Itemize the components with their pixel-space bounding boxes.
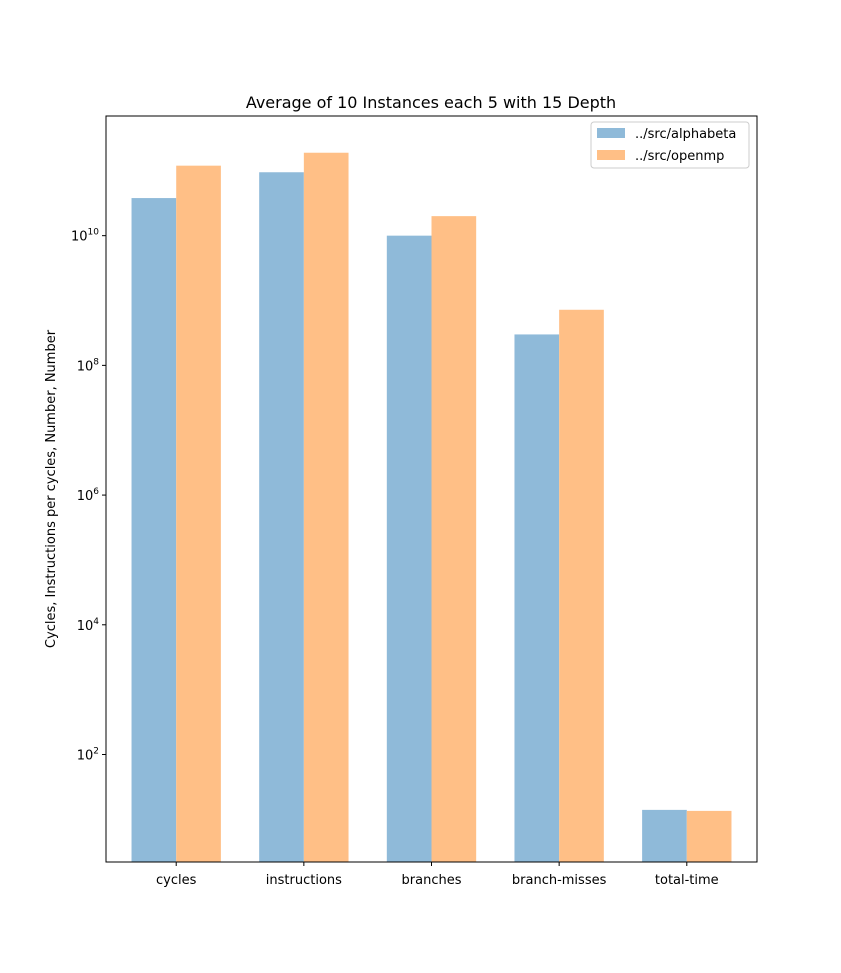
x-tick-label: total-time bbox=[655, 873, 719, 888]
bar-instructions-series-1 bbox=[303, 152, 349, 863]
bar-total-time-series-0 bbox=[642, 809, 687, 862]
bar-total-time-series-1 bbox=[686, 810, 732, 862]
legend-label-openmp: ../src/openmp bbox=[635, 149, 724, 164]
legend-label-alphabeta: ../src/alphabeta bbox=[635, 127, 736, 142]
chart-title: Average of 10 Instances each 5 with 15 D… bbox=[246, 93, 616, 112]
legend-swatch-alphabeta bbox=[597, 128, 625, 138]
y-tick-label: 102 bbox=[77, 746, 99, 763]
bar-instructions-series-0 bbox=[259, 172, 304, 862]
bar-branch-misses-series-0 bbox=[514, 334, 560, 862]
y-tick-label: 1010 bbox=[71, 228, 99, 245]
bar-cycles-series-0 bbox=[131, 198, 177, 862]
x-tick-label: branch-misses bbox=[512, 873, 607, 888]
legend-swatch-openmp bbox=[597, 150, 625, 160]
bar-branches-series-1 bbox=[431, 216, 477, 862]
x-tick-label: instructions bbox=[266, 873, 342, 888]
legend: ../src/alphabeta ../src/openmp bbox=[590, 121, 750, 169]
bars-layer bbox=[131, 152, 732, 863]
bar-branch-misses-series-1 bbox=[559, 309, 604, 862]
y-tick-label: 104 bbox=[77, 617, 100, 634]
y-tick-label: 108 bbox=[77, 357, 100, 374]
bar-branches-series-0 bbox=[386, 235, 432, 862]
x-tick-label: cycles bbox=[156, 873, 197, 888]
legend-box bbox=[590, 121, 750, 169]
y-tick-label: 106 bbox=[77, 487, 100, 504]
y-axis-label: Cycles, Instructions per cycles, Number,… bbox=[44, 329, 59, 648]
bar-cycles-series-1 bbox=[176, 165, 221, 863]
y-axis: 102 104 106 108 1010 bbox=[71, 228, 106, 763]
x-tick-label: branches bbox=[402, 873, 462, 888]
x-axis: cycles instructions branches branch-misses t… bbox=[156, 862, 719, 888]
